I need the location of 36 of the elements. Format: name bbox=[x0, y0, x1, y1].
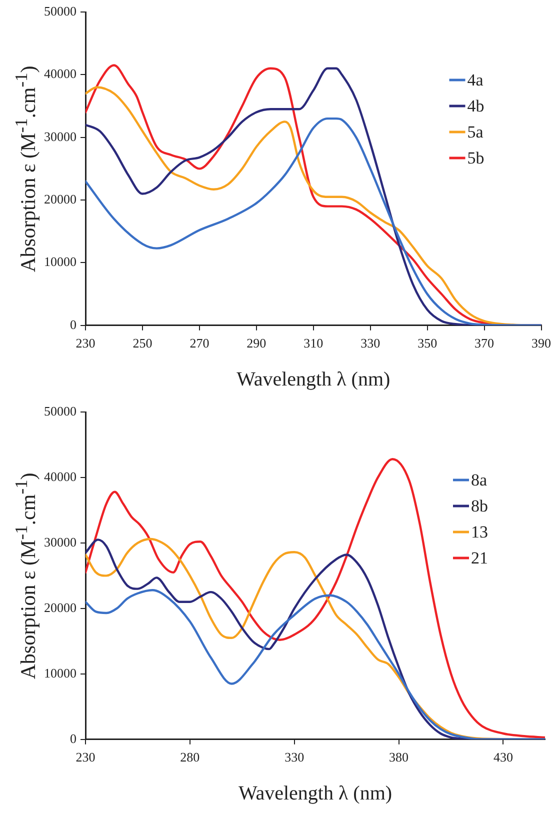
x-tick-label: 350 bbox=[418, 336, 438, 351]
x-tick-label: 330 bbox=[360, 336, 380, 351]
x-tick-label: 280 bbox=[180, 750, 200, 765]
x-tick-label: 370 bbox=[474, 336, 494, 351]
legend-label: 8b bbox=[471, 496, 488, 516]
y-tick-label: 10000 bbox=[44, 665, 76, 680]
x-tick-label: 250 bbox=[132, 336, 152, 351]
y-tick-label: 10000 bbox=[44, 254, 76, 270]
legend-label: 8a bbox=[471, 470, 488, 490]
y-tick-label: 50000 bbox=[44, 3, 76, 18]
x-tick-label: 230 bbox=[76, 336, 96, 351]
y-tick-label: 30000 bbox=[44, 128, 76, 144]
x-tick-label: 310 bbox=[304, 336, 324, 351]
legend-label: 21 bbox=[471, 548, 488, 568]
x-tick-label: 230 bbox=[76, 750, 96, 765]
y-tick-label: 0 bbox=[70, 316, 76, 332]
y-tick-label: 40000 bbox=[44, 468, 76, 484]
legend-label: 4a bbox=[467, 70, 484, 90]
x-tick-label: 270 bbox=[190, 336, 210, 351]
y-tick-label: 0 bbox=[70, 730, 76, 746]
legend-label: 5b bbox=[467, 148, 484, 168]
x-tick-label: 430 bbox=[493, 750, 513, 765]
x-tick-label: 380 bbox=[389, 750, 409, 765]
legend-label: 4b bbox=[467, 96, 484, 116]
y-tick-label: 20000 bbox=[44, 191, 76, 206]
x-tick-label: 390 bbox=[532, 336, 551, 351]
y-tick-label: 30000 bbox=[44, 534, 76, 550]
legend-label: 13 bbox=[471, 522, 488, 542]
x-tick-label: 330 bbox=[284, 750, 304, 765]
x-axis-title: Wavelength λ (nm) bbox=[236, 368, 390, 390]
x-tick-label: 290 bbox=[246, 336, 266, 351]
x-axis-title: Wavelength λ (nm) bbox=[238, 782, 392, 804]
y-tick-label: 50000 bbox=[44, 403, 76, 418]
legend-label: 5a bbox=[467, 122, 484, 142]
y-tick-label: 20000 bbox=[44, 600, 76, 615]
y-tick-label: 40000 bbox=[44, 66, 76, 82]
